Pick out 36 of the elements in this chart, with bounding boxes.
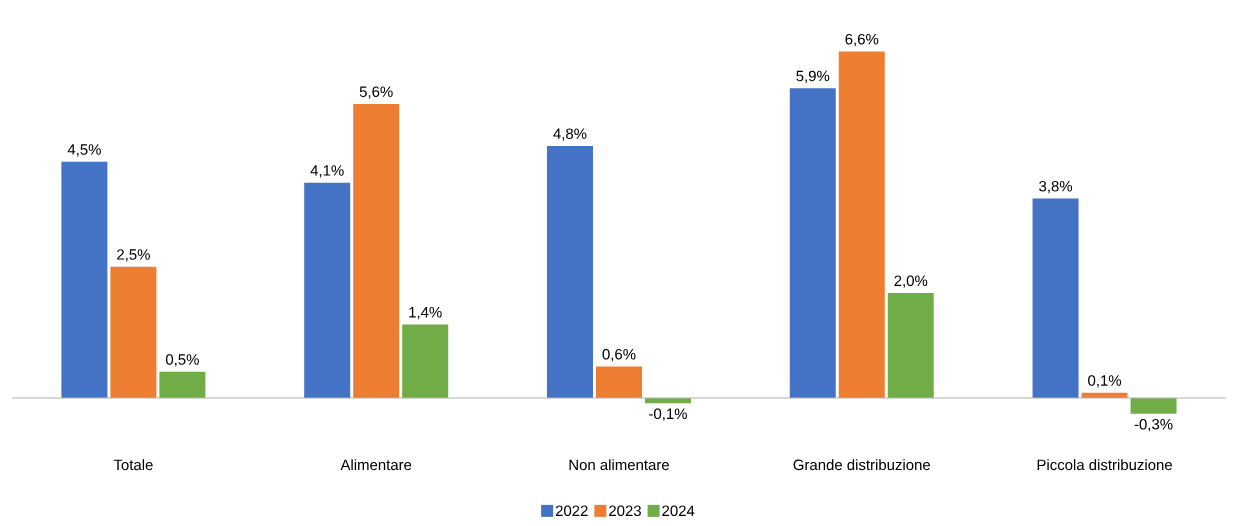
data-label: 0,6%	[602, 348, 636, 362]
x-tick-label: Totale	[113, 459, 153, 471]
bar	[159, 371, 206, 398]
bar	[838, 51, 885, 398]
bar	[402, 324, 449, 398]
data-label: 3,8%	[1039, 180, 1073, 194]
data-label: 4,1%	[310, 165, 344, 178]
data-label: 0,5%	[165, 354, 199, 367]
bar	[887, 292, 934, 398]
x-tick-label: Alimentare	[340, 459, 412, 471]
data-label: 2,5%	[117, 249, 150, 262]
legend-label: 2022	[555, 505, 588, 517]
data-label: 5,9%	[796, 70, 830, 84]
bar	[789, 88, 836, 398]
x-tick-label: Piccola distribuzione	[1037, 459, 1172, 471]
data-label: 0,1%	[1088, 375, 1122, 388]
legend-label: 2024	[662, 505, 695, 517]
bar	[1032, 198, 1079, 398]
data-label: 2,0%	[894, 275, 928, 288]
data-label: 5,6%	[359, 86, 393, 99]
data-label: -0,1%	[649, 408, 687, 421]
bar	[61, 161, 108, 398]
bar	[353, 103, 400, 398]
data-label: 6,6%	[845, 33, 879, 47]
data-label: 4,8%	[553, 128, 587, 141]
legend-label: 2023	[609, 505, 641, 517]
bar	[110, 266, 157, 398]
bar	[546, 145, 593, 398]
data-label: -0,3%	[1134, 418, 1173, 432]
bar	[595, 366, 642, 398]
x-tick-label: Grande distribuzione	[793, 459, 931, 471]
data-label: 1,4%	[409, 307, 442, 320]
data-label: 4,5%	[67, 144, 101, 157]
bar	[304, 182, 351, 398]
bar	[1130, 398, 1177, 414]
x-tick-label: Non alimentare	[569, 459, 669, 471]
